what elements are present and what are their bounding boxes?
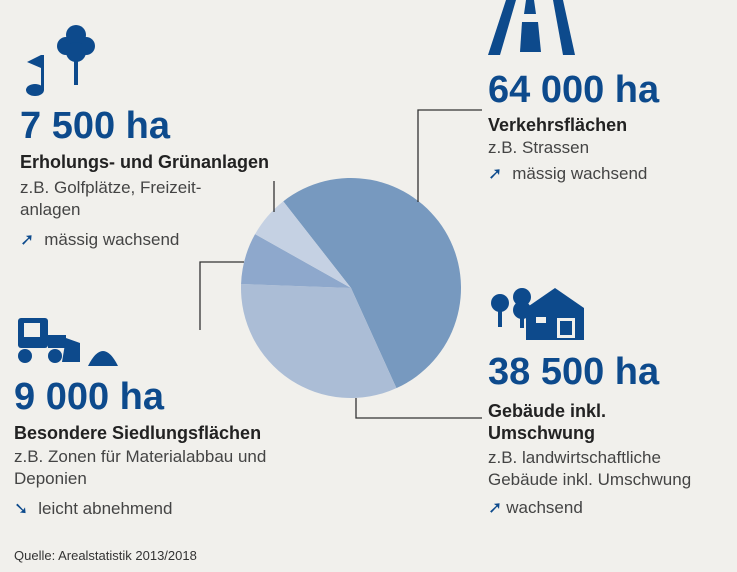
desc-verkehr: z.B. Strassen [488, 138, 590, 157]
desc-erholung: z.B. Golfplätze, Freizeit-anlagen [20, 178, 202, 219]
golf-flag-and-tree-icon [26, 25, 95, 96]
arrow-up-right-icon: ➚ [488, 498, 503, 517]
pie-slice-3 [241, 234, 351, 288]
pie-slice-2 [241, 283, 397, 398]
leader-line-besondere [199, 261, 244, 330]
pie-slice-4 [255, 201, 351, 288]
trend-verkehr: ➚ mässig wachsend [488, 163, 647, 185]
desc-besondere: z.B. Zonen für Materialabbau und Deponie… [14, 447, 267, 488]
trend-gebaeude: ➚ wachsend [488, 497, 583, 519]
title-gebaeude: Gebäude inkl. Umschwung [488, 401, 607, 443]
trend-text: mässig wachsend [512, 164, 648, 183]
leader-line-verkehr [417, 109, 482, 202]
desc-gebaeude: z.B. landwirtschaftliche Gebäude inkl. U… [488, 448, 692, 489]
trend-text: wachsend [506, 498, 583, 517]
title-verkehr: Verkehrsflächen [488, 115, 628, 135]
arrow-up-right-icon: ➚ [20, 230, 35, 249]
leader-line-gebaeude [355, 398, 482, 419]
title-besondere: Besondere Siedlungsflächen [14, 423, 262, 443]
value-besondere: 9 000 ha [14, 376, 164, 418]
trend-besondere: ➘ leicht abnehmend [14, 498, 172, 520]
arrow-right-down-icon: ➘ [14, 499, 29, 518]
value-erholung: 7 500 ha [20, 105, 170, 147]
road-icon [488, 0, 575, 55]
trend-erholung: ➚ mässig wachsend [20, 229, 179, 251]
title-erholung: Erholungs- und Grünanlagen [20, 152, 269, 172]
arrow-up-right-icon: ➚ [488, 164, 503, 183]
trend-text: leicht abnehmend [38, 499, 173, 518]
source-note: Quelle: Arealstatistik 2013/2018 [14, 548, 197, 563]
trees-and-barn-icon [491, 288, 584, 340]
value-verkehr: 64 000 ha [488, 69, 660, 111]
loader-and-gravel-pile-icon [18, 318, 118, 366]
value-gebaeude: 38 500 ha [488, 351, 660, 393]
pie-slice-1 [283, 177, 462, 389]
trend-text: mässig wachsend [44, 230, 180, 249]
